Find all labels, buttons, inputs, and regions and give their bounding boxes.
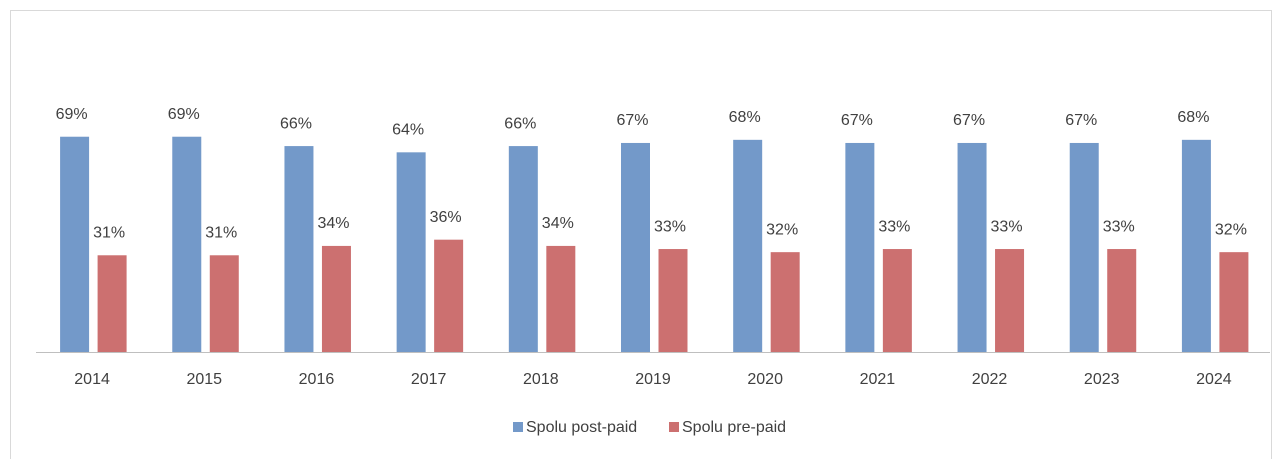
data-label: 64% [392,122,424,139]
data-label: 34% [317,215,349,232]
x-tick-label: 2023 [1084,371,1120,388]
x-tick-label: 2022 [972,371,1008,388]
data-label: 36% [430,209,462,226]
x-tick-label: 2014 [74,371,110,388]
x-tick-label: 2020 [747,371,783,388]
bar [508,146,538,352]
bar [284,146,314,352]
data-label: 31% [205,224,237,241]
data-label: 67% [953,112,985,129]
data-label: 67% [841,112,873,129]
bar [60,136,90,352]
x-tick-label: 2018 [523,371,559,388]
bar [546,245,576,352]
data-label: 67% [616,112,648,129]
data-label: 67% [1065,112,1097,129]
legend-label: Spolu pre-paid [682,419,786,436]
bar [957,142,987,352]
bar [321,245,351,352]
data-label: 69% [168,106,200,123]
bar [770,252,800,352]
data-label: 66% [280,115,312,132]
legend-swatch [669,422,679,432]
x-tick-label: 2024 [1196,371,1232,388]
data-label: 33% [991,218,1023,235]
x-tick-label: 2015 [186,371,222,388]
x-tick-label: 2016 [299,371,335,388]
x-tick-label: 2019 [635,371,671,388]
data-label: 33% [878,218,910,235]
data-label: 34% [542,215,574,232]
bar [1181,139,1211,352]
data-label: 32% [766,221,798,238]
bar [733,139,763,352]
data-label: 68% [729,109,761,126]
bar [1219,252,1249,352]
data-label: 32% [1215,221,1247,238]
bar [621,142,650,352]
data-label: 31% [93,224,125,241]
x-tick-label: 2017 [411,371,447,388]
bar [1107,249,1137,352]
bar [209,255,239,352]
bar [396,152,426,352]
bar [995,249,1025,352]
data-label: 69% [56,106,88,123]
bar [172,136,202,352]
legend-swatch [513,422,523,432]
bar [882,249,912,352]
bar [97,255,127,352]
bar [434,239,464,352]
bar [1069,142,1099,352]
legend-label: Spolu post-paid [526,419,637,436]
bar [658,249,688,352]
x-tick-label: 2021 [860,371,896,388]
data-label: 68% [1177,109,1209,126]
data-label: 33% [1103,218,1135,235]
bar [845,142,875,352]
data-label: 33% [654,218,686,235]
data-label: 66% [504,115,536,132]
